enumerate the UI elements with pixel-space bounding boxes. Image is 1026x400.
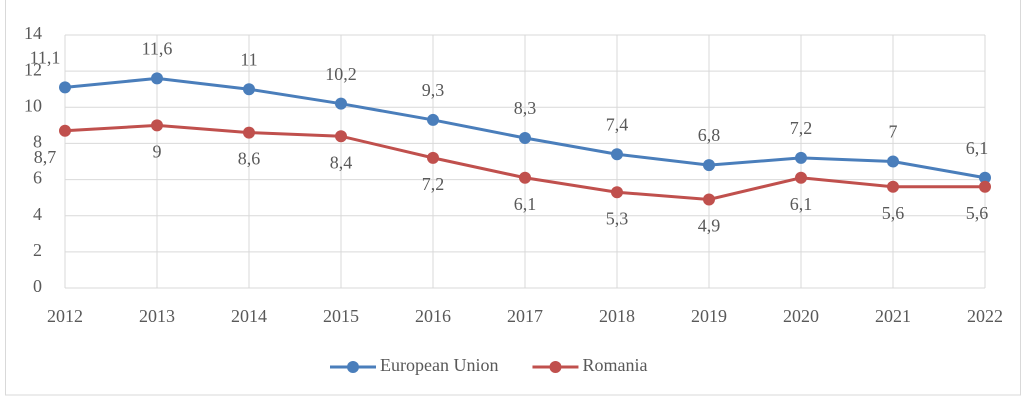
point — [427, 113, 439, 126]
point — [795, 151, 807, 164]
point — [151, 119, 163, 132]
data-label: 11,6 — [142, 38, 173, 58]
point — [703, 159, 715, 172]
data-label: 8,6 — [238, 149, 261, 169]
data-label: 7,4 — [606, 114, 629, 134]
data-label: 6,1 — [790, 194, 813, 214]
data-label: 5,3 — [606, 208, 629, 228]
data-label: 5,6 — [966, 203, 989, 223]
y-tick-label: 4 — [33, 204, 42, 224]
legend-label: European Union — [380, 355, 498, 375]
x-tick-label: 2016 — [415, 306, 451, 326]
data-label: 4,9 — [698, 216, 721, 236]
point — [611, 148, 623, 161]
point — [887, 155, 899, 168]
point — [611, 186, 623, 199]
x-tick-label: 2012 — [47, 306, 83, 326]
y-tick-label: 6 — [33, 168, 42, 188]
data-label: 10,2 — [325, 64, 357, 84]
point — [335, 130, 347, 143]
point — [59, 124, 71, 137]
x-tick-label: 2021 — [875, 306, 911, 326]
legend-marker — [549, 361, 562, 373]
y-tick-label: 0 — [33, 276, 42, 296]
y-tick-label: 10 — [24, 95, 42, 115]
x-tick-label: 2015 — [323, 306, 359, 326]
x-tick-label: 2018 — [599, 306, 635, 326]
y-tick-label: 8 — [33, 132, 42, 152]
x-tick-label: 2020 — [783, 306, 819, 326]
data-label: 8,4 — [330, 152, 353, 172]
point — [703, 193, 715, 206]
point — [427, 151, 439, 164]
point — [519, 132, 531, 145]
x-tick-label: 2014 — [231, 306, 267, 326]
point — [335, 97, 347, 110]
legend-label: Romania — [582, 355, 647, 375]
data-label: 6,1 — [514, 194, 537, 214]
x-tick-label: 2019 — [691, 306, 727, 326]
point — [519, 171, 531, 184]
x-tick-label: 2022 — [967, 306, 1003, 326]
point — [243, 83, 255, 96]
data-label: 9 — [153, 141, 162, 161]
data-label: 6,1 — [966, 138, 989, 158]
y-tick-label: 12 — [24, 59, 42, 79]
point — [59, 81, 71, 94]
data-label: 9,3 — [422, 80, 445, 100]
data-label: 8,3 — [514, 98, 537, 118]
point — [887, 180, 899, 193]
x-tick-label: 2017 — [507, 306, 543, 326]
data-label: 6,8 — [698, 125, 721, 145]
point — [151, 72, 163, 85]
point — [979, 171, 991, 184]
data-label: 11,1 — [30, 48, 61, 68]
x-tick-label: 2013 — [139, 306, 175, 326]
data-label: 11 — [240, 49, 257, 69]
data-label: 7,2 — [790, 118, 813, 138]
data-label: 7 — [889, 122, 898, 142]
y-tick-label: 14 — [24, 23, 42, 43]
data-label: 7,2 — [422, 174, 445, 194]
chart-frame — [5, 0, 1021, 396]
data-label: 8,7 — [34, 147, 57, 167]
legend-marker — [347, 361, 359, 373]
point — [795, 171, 807, 184]
data-label: 5,6 — [882, 203, 905, 223]
point — [243, 126, 255, 139]
point — [979, 180, 991, 193]
y-tick-label: 2 — [33, 240, 42, 260]
